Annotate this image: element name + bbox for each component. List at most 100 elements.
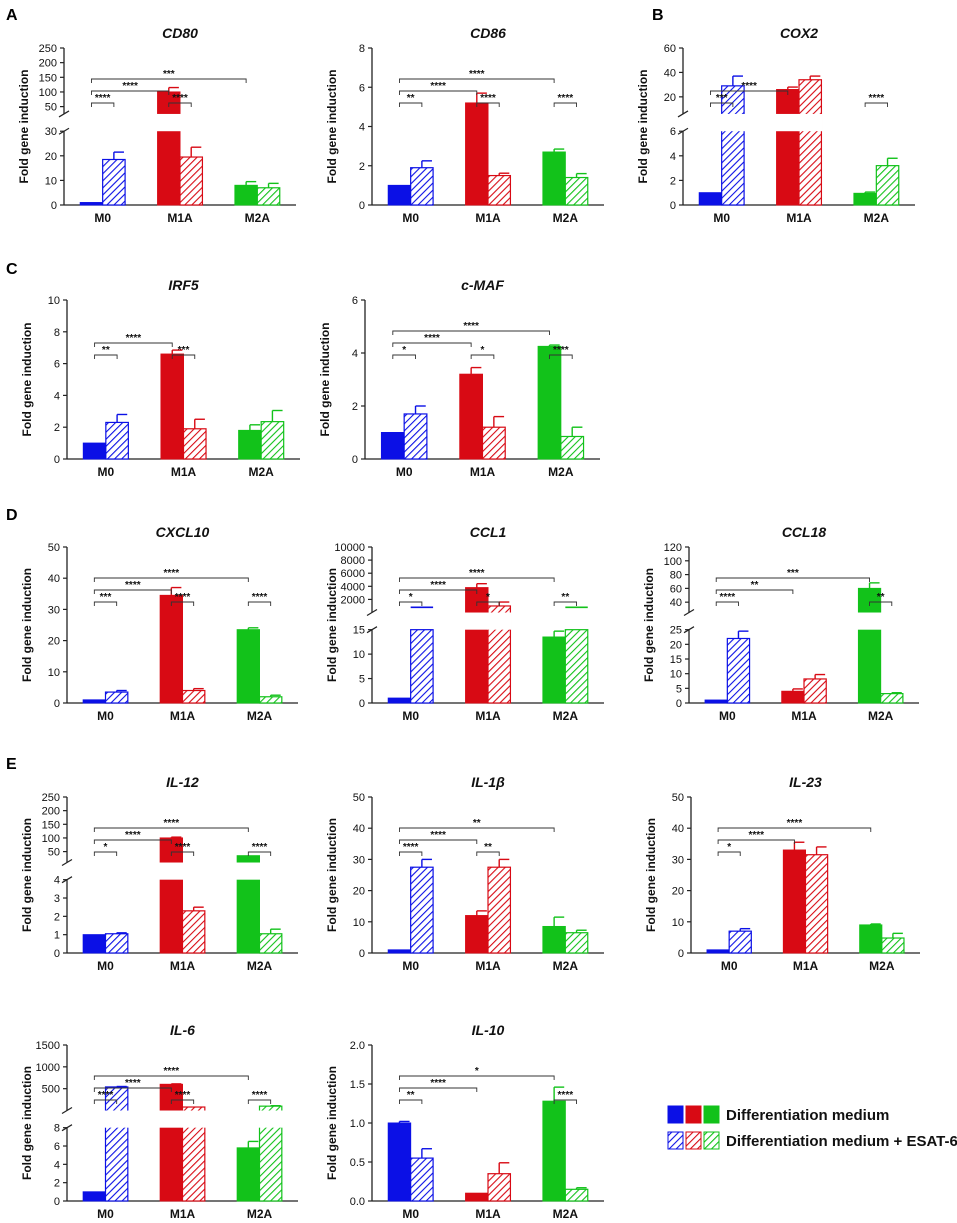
significance-bracket — [247, 601, 272, 606]
bar-m2a-esat6 — [260, 421, 285, 460]
y-tick-label: 2 — [352, 401, 358, 413]
axis-break-mark — [683, 609, 695, 617]
x-tick-label: M1A — [170, 959, 196, 973]
significance-bracket — [247, 1099, 272, 1104]
bar-m2a-esat6 — [258, 933, 283, 954]
significance-bracket — [399, 827, 555, 832]
chart-title: IL-6 — [170, 1022, 195, 1038]
y-tick-label: 200 — [39, 58, 57, 70]
bar-m1a-esat6 — [182, 428, 207, 460]
bar-m2a-medium — [859, 924, 883, 954]
x-tick-label: M0 — [97, 959, 114, 973]
axis-break-mark — [61, 1107, 73, 1115]
x-tick-label: M2A — [553, 709, 579, 723]
y-tick-label: 100 — [664, 556, 682, 568]
significance-bracket — [476, 851, 500, 856]
x-tick-label: M1A — [470, 465, 496, 479]
chart-il-23: IL-23 Fold gene induction 0 10 20 30 40 50 M0 M1A… — [644, 774, 920, 973]
bar-m1a-medium — [465, 915, 489, 954]
y-tick-label: 120 — [664, 542, 682, 554]
significance-bracket — [864, 102, 888, 107]
significance-bracket — [93, 1099, 118, 1104]
y-tick-label: 2 — [670, 175, 676, 187]
y-tick-label: 200 — [42, 806, 60, 818]
significance-bracket — [168, 102, 192, 107]
bar-m0-esat6 — [726, 637, 751, 704]
significance-label: **** — [430, 830, 446, 841]
y-axis-label: Fold gene induction — [20, 568, 34, 682]
y-tick-label: 20 — [353, 886, 365, 898]
significance-label: **** — [164, 1066, 180, 1077]
significance-label: *** — [716, 93, 728, 104]
y-tick-label: 4000 — [341, 581, 365, 593]
significance-label: ** — [102, 345, 110, 356]
y-tick-label: 1.5 — [350, 1079, 365, 1091]
significance-bracket — [93, 589, 172, 594]
bar-break-gap — [720, 113, 746, 132]
x-tick-label: M2A — [245, 211, 271, 225]
y-tick-label: 2 — [54, 1178, 60, 1190]
y-tick-label: 6000 — [341, 568, 365, 580]
significance-label: **** — [720, 592, 736, 603]
y-axis-label: Fold gene induction — [20, 818, 34, 932]
bar-m1a-esat6 — [181, 910, 206, 954]
y-tick-label: 40 — [48, 573, 60, 585]
y-tick-label: 20 — [45, 151, 57, 163]
significance-label: * — [727, 842, 731, 853]
chart-title: CXCL10 — [156, 524, 210, 540]
bar-m1a-esat6 — [487, 174, 512, 206]
chart-title: IL-12 — [166, 774, 199, 790]
significance-bracket — [553, 1099, 577, 1104]
x-tick-label: M2A — [247, 1207, 273, 1221]
y-tick-label: 2 — [54, 911, 60, 923]
y-axis-label: Fold gene induction — [325, 1066, 339, 1180]
bar-break-gap — [236, 862, 261, 880]
y-tick-label: 20 — [664, 92, 676, 104]
significance-label: **** — [558, 93, 574, 104]
y-tick-label: 10000 — [334, 542, 365, 554]
y-tick-label: 6 — [54, 359, 60, 371]
significance-bracket — [549, 354, 573, 359]
y-tick-label: 10 — [45, 175, 57, 187]
bar-m2a-medium — [236, 1147, 260, 1202]
significance-label: **** — [553, 345, 569, 356]
chart-title: CCL1 — [470, 524, 507, 540]
chart-il-6: IL-6 Fold gene induction 0 2 4 6 8 500 1000 1500 M… — [20, 1022, 298, 1221]
bar-m0-esat6 — [102, 158, 126, 206]
axis-break-mark — [677, 110, 689, 118]
y-axis-label: Fold gene induction — [325, 70, 339, 184]
bar-m0-esat6 — [410, 866, 434, 954]
significance-label: * — [104, 842, 108, 853]
y-tick-label: 60 — [664, 43, 676, 55]
bar-m1a-medium — [159, 594, 183, 704]
significance-label: **** — [252, 1090, 268, 1101]
bar-break-gap — [258, 1110, 283, 1128]
panel-letter-b: B — [652, 7, 664, 24]
significance-label: **** — [741, 81, 757, 92]
significance-bracket — [247, 851, 272, 856]
y-tick-label: 40 — [672, 823, 684, 835]
chart-title: c-MAF — [461, 277, 504, 293]
significance-label: **** — [558, 1090, 574, 1101]
significance-label: *** — [163, 69, 175, 80]
significance-label: **** — [164, 568, 180, 579]
significance-bracket — [171, 354, 196, 359]
significance-bracket — [553, 601, 577, 606]
significance-label: **** — [126, 333, 142, 344]
y-tick-label: 1.0 — [350, 1118, 365, 1130]
bar-m2a-medium — [542, 151, 566, 206]
y-tick-label: 250 — [42, 792, 60, 804]
bar-break-gap — [156, 113, 181, 132]
bar-m0-medium — [387, 949, 412, 954]
x-tick-label: M2A — [548, 465, 574, 479]
significance-bracket — [93, 1087, 172, 1092]
y-tick-label: 2000 — [341, 594, 365, 606]
bar-m2a-medium — [236, 629, 260, 704]
y-tick-label: 10 — [48, 295, 60, 307]
panel-letter-d: D — [6, 507, 18, 524]
x-tick-label: M1A — [475, 959, 501, 973]
y-tick-label: 0.5 — [350, 1157, 365, 1169]
bar-m1a-medium — [782, 849, 807, 954]
y-tick-label: 150 — [39, 72, 57, 84]
bar-m0-esat6 — [410, 629, 434, 704]
